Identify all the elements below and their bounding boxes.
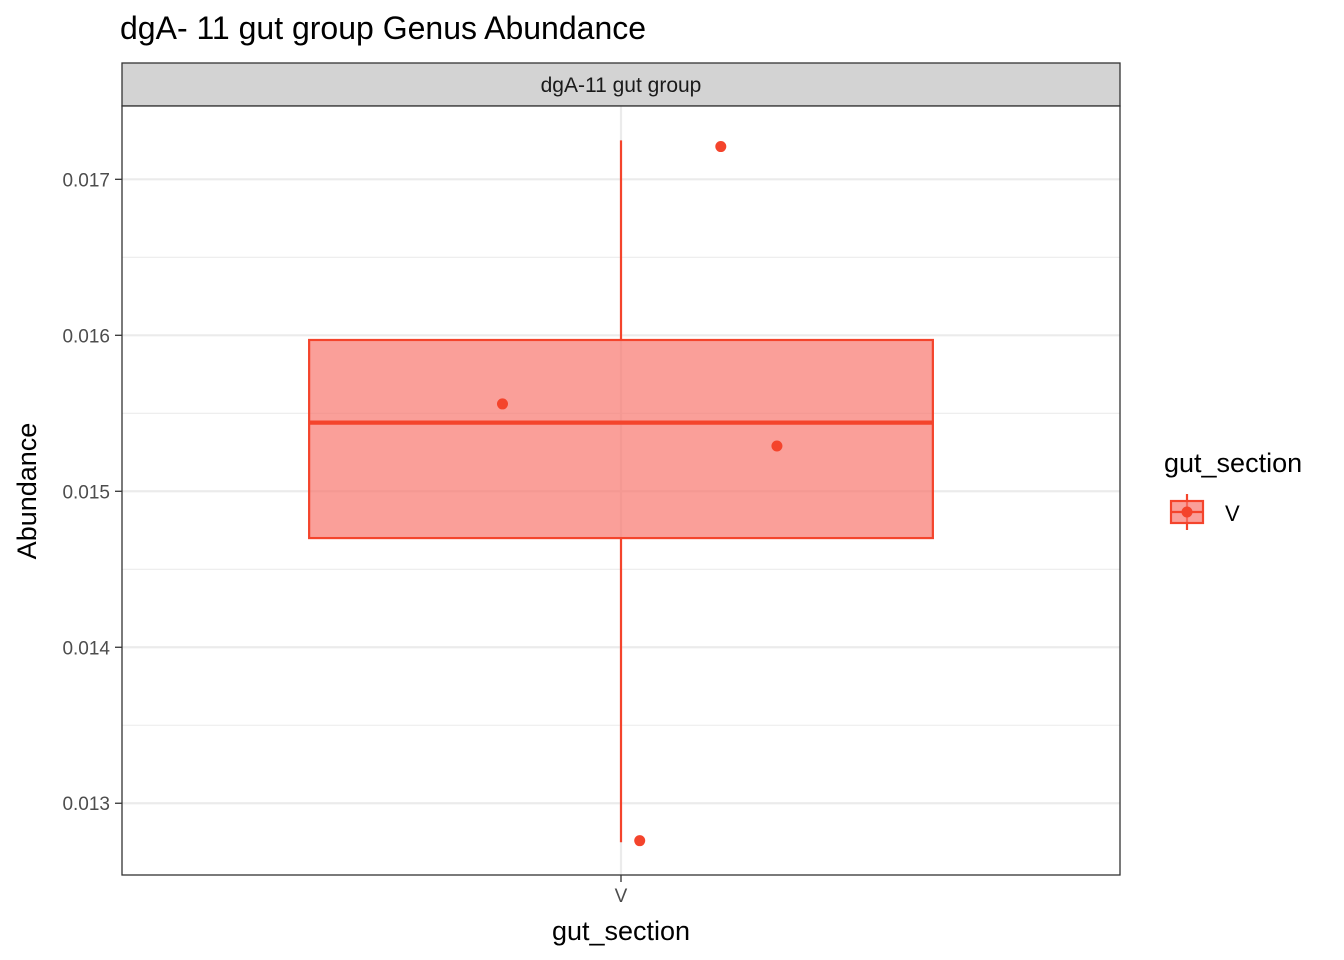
- facet-strip: [121, 62, 1121, 107]
- points-layer: [496, 141, 783, 847]
- y-axis: 0.013 0.014 0.015 0.016 0.017: [62, 170, 122, 815]
- x-axis-title: gut_section: [552, 916, 690, 946]
- facet-strip-label: dgA-11 gut group: [541, 74, 702, 97]
- chart-title: dgA- 11 gut group Genus Abundance: [120, 10, 646, 46]
- y-tick-label: 0.016: [62, 326, 110, 347]
- legend-label: V: [1225, 501, 1240, 526]
- y-axis-title: Abundance: [12, 423, 42, 560]
- y-tick-label: 0.015: [62, 482, 110, 503]
- legend-key: [1169, 494, 1205, 530]
- data-point: [771, 440, 783, 452]
- legend-point: [1181, 506, 1193, 518]
- data-point: [715, 141, 727, 153]
- box-layer: [308, 140, 934, 843]
- box-body: [308, 338, 934, 540]
- y-tick-label: 0.014: [62, 638, 110, 659]
- x-tick-label: V: [615, 886, 628, 907]
- y-tick-label: 0.013: [62, 794, 110, 815]
- y-tick-label: 0.017: [62, 170, 110, 191]
- legend-title: gut_section: [1164, 448, 1302, 478]
- data-point: [496, 398, 508, 410]
- x-axis: V: [615, 875, 628, 907]
- data-point: [634, 835, 646, 847]
